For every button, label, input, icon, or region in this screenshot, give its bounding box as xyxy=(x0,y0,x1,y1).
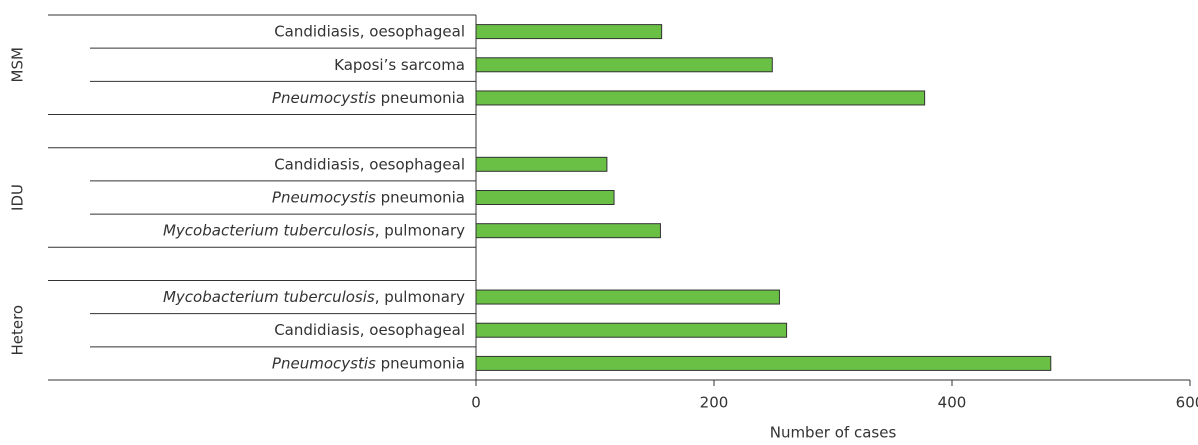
category-text: , pulmonary xyxy=(375,221,465,239)
bar xyxy=(475,156,608,172)
x-tick-label: 400 xyxy=(938,394,967,412)
category-text: , pulmonary xyxy=(375,288,465,306)
y-tick-label: Candidiasis, oesophageal xyxy=(274,321,465,339)
x-tick-label: 200 xyxy=(700,394,729,412)
bar xyxy=(475,190,615,205)
x-tick-label: 0 xyxy=(471,394,481,412)
y-tick-label: Pneumocystis pneumonia xyxy=(272,188,465,206)
x-tick-label: 600 xyxy=(1176,394,1198,412)
category-text: pneumonia xyxy=(376,354,465,372)
category-text: Kaposi’s sarcoma xyxy=(334,55,465,73)
category-text: pneumonia xyxy=(376,188,465,206)
y-tick-label: Pneumocystis pneumonia xyxy=(272,354,465,372)
y-tick-label: Mycobacterium tuberculosis, pulmonary xyxy=(163,221,465,239)
category-text: Candidiasis, oesophageal xyxy=(274,22,465,40)
category-italic: Mycobacterium tuberculosis xyxy=(163,221,375,239)
group-label: Hetero xyxy=(9,305,27,356)
bar xyxy=(475,24,663,40)
bar xyxy=(475,90,926,106)
category-italic: Mycobacterium tuberculosis xyxy=(163,288,375,306)
y-tick-label: Candidiasis, oesophageal xyxy=(274,155,465,173)
category-italic: Pneumocystis xyxy=(272,88,376,106)
bar xyxy=(475,223,661,239)
group-label: MSM xyxy=(9,47,27,82)
category-text: Candidiasis, oesophageal xyxy=(274,155,465,173)
y-tick-label: Candidiasis, oesophageal xyxy=(274,22,465,40)
bar xyxy=(475,355,1052,371)
y-tick-label: Mycobacterium tuberculosis, pulmonary xyxy=(163,288,465,306)
bar xyxy=(475,57,773,73)
y-tick-label: Pneumocystis pneumonia xyxy=(272,88,465,106)
y-tick-label: Kaposi’s sarcoma xyxy=(334,55,465,73)
category-italic: Pneumocystis xyxy=(272,354,376,372)
category-text: pneumonia xyxy=(376,88,465,106)
group-label: IDU xyxy=(9,184,27,211)
x-axis-label: Number of cases xyxy=(770,424,897,442)
category-text: Candidiasis, oesophageal xyxy=(274,321,465,339)
bar xyxy=(475,289,780,305)
bar xyxy=(475,322,788,338)
category-italic: Pneumocystis xyxy=(272,188,376,206)
